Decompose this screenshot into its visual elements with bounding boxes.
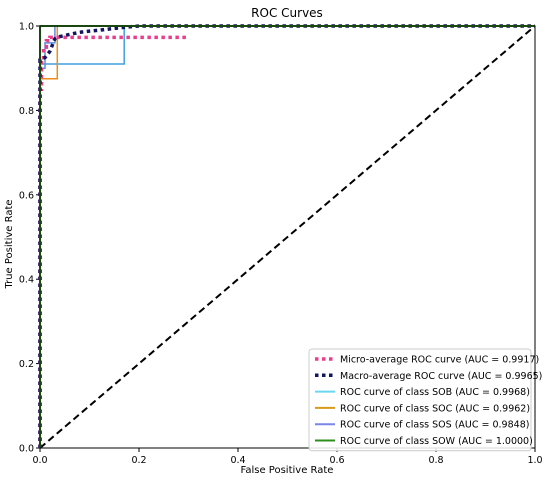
legend-label: ROC curve of class SOW (AUC = 1.0000) <box>340 436 533 447</box>
legend-box <box>308 348 532 452</box>
y-tick-label: 0.6 <box>19 190 34 201</box>
legend-label: ROC curve of class SOS (AUC = 0.9848) <box>340 420 529 431</box>
x-tick-label: 1.0 <box>527 455 542 466</box>
x-axis-label: False Positive Rate <box>241 465 334 476</box>
chart-title: ROC Curves <box>251 6 323 20</box>
legend-label: ROC curve of class SOC (AUC = 0.9962) <box>340 403 530 414</box>
series-line-macro <box>38 24 535 448</box>
x-tick-label: 0.8 <box>428 455 443 466</box>
y-tick-label: 0.2 <box>19 359 34 370</box>
y-tick-label: 0.8 <box>19 106 34 117</box>
series-line-micro <box>38 35 189 448</box>
series-line-diag <box>39 25 536 449</box>
x-tick-label: 0.4 <box>230 455 245 466</box>
y-axis-label: True Positive Rate <box>4 199 15 289</box>
y-tick-label: 0.0 <box>19 444 34 455</box>
y-tick-label: 1.0 <box>19 22 34 33</box>
x-tick-label: 0.2 <box>131 455 146 466</box>
x-tick-label: 0.6 <box>329 455 344 466</box>
legend: Micro-average ROC curve (AUC = 0.9917) Ma… <box>308 348 542 452</box>
legend-label: ROC curve of class SOB (AUC = 0.9968) <box>340 387 530 398</box>
legend-label: Micro-average ROC curve (AUC = 0.9917) <box>340 355 539 366</box>
plot-frame <box>39 25 536 449</box>
y-tick-label: 0.4 <box>19 275 34 286</box>
legend-label: Macro-average ROC curve (AUC = 0.9965) <box>340 371 542 382</box>
x-tick-label: 0.0 <box>32 455 47 466</box>
axis-ticks: 0.0 0.2 0.4 0.6 0.8 1.0 0.0 0.2 0.4 0.6 0.8 1.0 <box>19 22 543 467</box>
